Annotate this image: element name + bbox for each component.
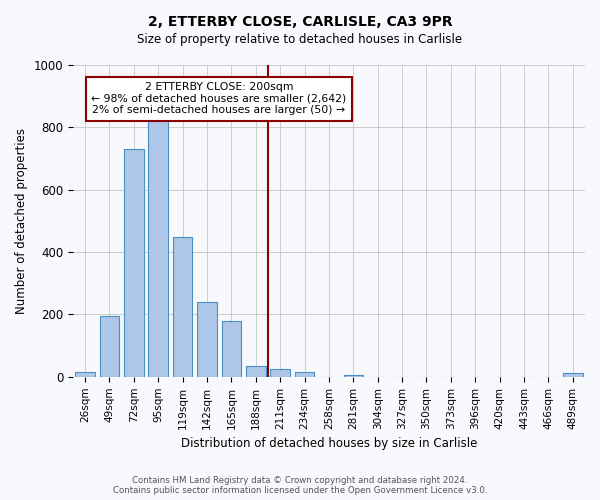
X-axis label: Distribution of detached houses by size in Carlisle: Distribution of detached houses by size …: [181, 437, 477, 450]
Bar: [563, 373, 583, 377]
Bar: [246, 366, 266, 377]
Text: 2, ETTERBY CLOSE, CARLISLE, CA3 9PR: 2, ETTERBY CLOSE, CARLISLE, CA3 9PR: [148, 15, 452, 29]
Bar: [173, 238, 193, 377]
Text: 2 ETTERBY CLOSE: 200sqm
← 98% of detached houses are smaller (2,642)
2% of semi-: 2 ETTERBY CLOSE: 200sqm ← 98% of detache…: [91, 82, 346, 116]
Bar: [124, 149, 143, 377]
Bar: [148, 116, 168, 377]
Bar: [295, 372, 314, 377]
Text: Size of property relative to detached houses in Carlisle: Size of property relative to detached ho…: [137, 32, 463, 46]
Bar: [344, 376, 363, 377]
Y-axis label: Number of detached properties: Number of detached properties: [15, 128, 28, 314]
Bar: [271, 369, 290, 377]
Bar: [221, 322, 241, 377]
Bar: [197, 302, 217, 377]
Bar: [100, 316, 119, 377]
Text: Contains HM Land Registry data © Crown copyright and database right 2024.
Contai: Contains HM Land Registry data © Crown c…: [113, 476, 487, 495]
Bar: [76, 372, 95, 377]
